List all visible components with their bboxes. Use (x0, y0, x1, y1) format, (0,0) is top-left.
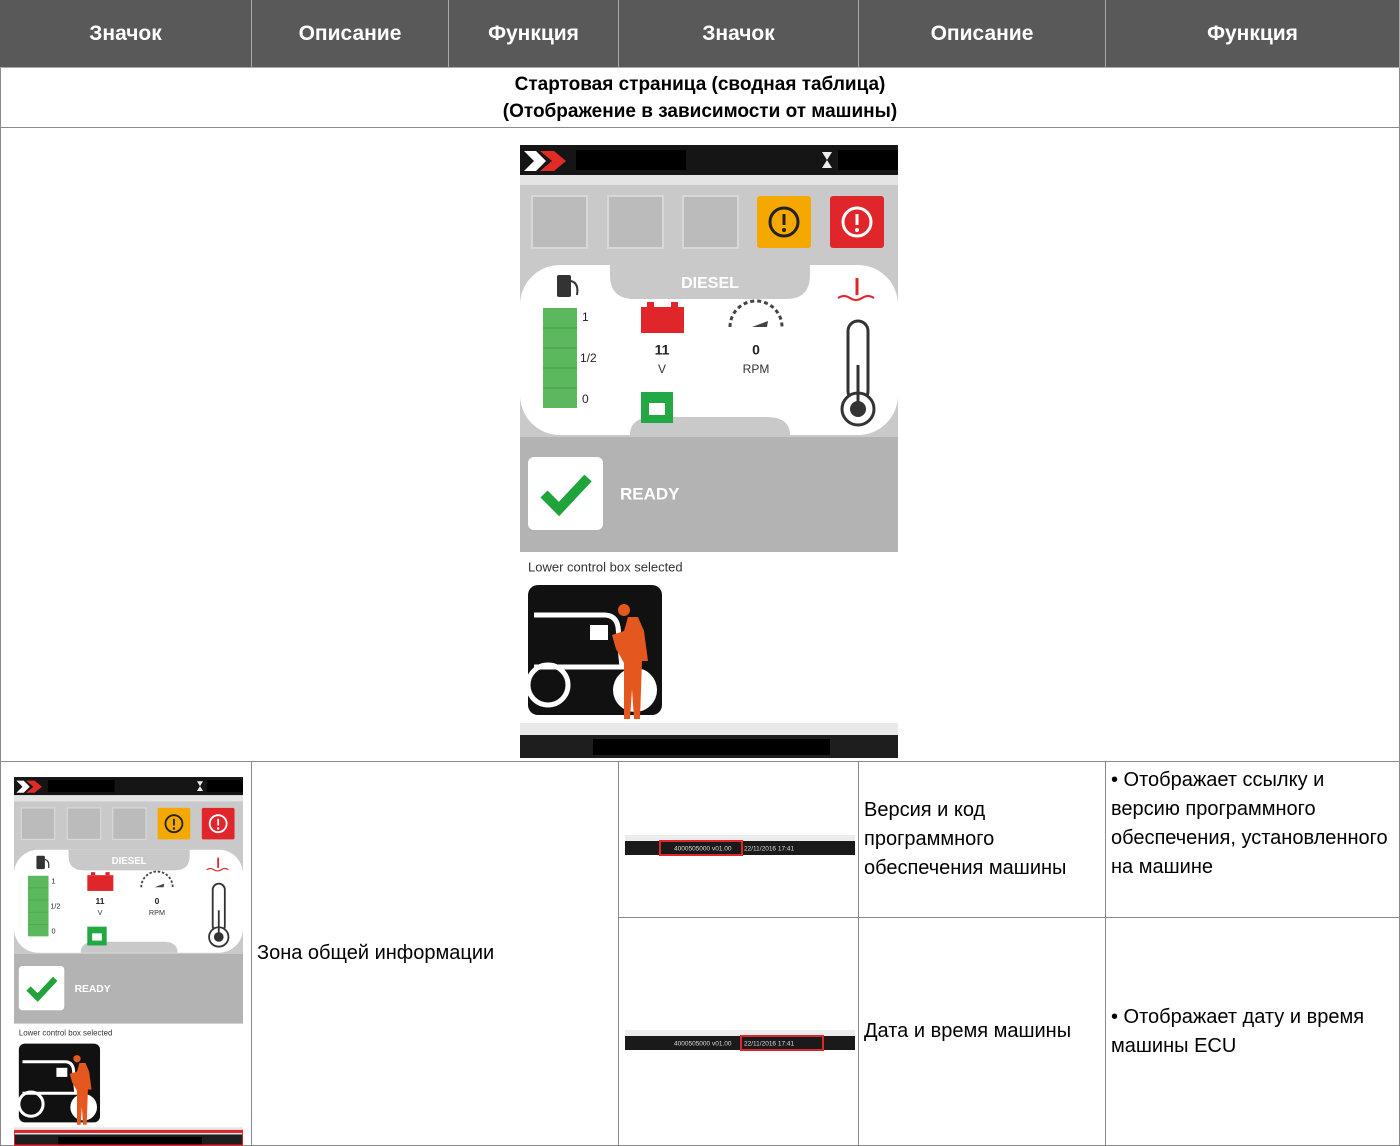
icon-cell (619, 762, 859, 918)
description-cell: Дата и время машины (859, 918, 1106, 1146)
screen-copy (14, 777, 243, 1146)
section-title-line: Стартовая страница (сводная таблица) (514, 74, 886, 95)
header-cell: Значок (0, 0, 252, 68)
voltage: 11 (655, 342, 670, 358)
screen: DIESEL 1 1/2 0 11 0 V RPM (520, 145, 898, 758)
software-code: 4000505000 v01.00 (674, 846, 732, 853)
rpm-unit: RPM (743, 362, 770, 376)
status: READY (620, 484, 680, 503)
description-cell: Версия и код программного обеспечения ма… (859, 762, 1106, 918)
date-time: 22/11/2016 17:41 (744, 1041, 795, 1048)
highlight-box (740, 1035, 824, 1051)
header-cell: Описание (252, 0, 449, 68)
header-cell: Функция (449, 0, 619, 68)
message: Lower control box selected (528, 559, 683, 574)
machine-screen: DIESEL 1 1/2 0 11 0 V RPM (520, 145, 898, 758)
function-cell: • Отображает ссылку и версию программног… (1106, 762, 1400, 918)
fuel-level: 1 (582, 310, 589, 324)
fuel-level: 1/2 (580, 351, 597, 365)
header-cell: Описание (859, 0, 1106, 68)
highlight-box (659, 840, 743, 856)
fuel-label: DIESEL (681, 275, 739, 292)
software-code: 4000505000 v01.00 (674, 1041, 732, 1048)
footer-strip: 4000505000 v01.00 22/11/2016 17:41 (625, 835, 855, 856)
voltage-unit: V (658, 362, 666, 376)
section-title-line: (Отображение в зависимости от машины) (502, 101, 898, 122)
footer-strip: 4000505000 v01.00 22/11/2016 17:41 (625, 1030, 855, 1051)
description-cell: Зона общей информации (252, 762, 619, 1146)
machine-screen-thumbnail (14, 777, 243, 1146)
function-cell: • Отображает дату и время машины ECU (1106, 918, 1400, 1146)
header-cell: Функция (1106, 0, 1400, 68)
section-title: Стартовая страница (сводная таблица) (От… (0, 68, 1400, 128)
rpm: 0 (752, 342, 760, 358)
header-cell: Значок (619, 0, 859, 68)
date-time: 22/11/2016 17:41 (744, 846, 795, 853)
fuel-level: 0 (582, 392, 589, 406)
